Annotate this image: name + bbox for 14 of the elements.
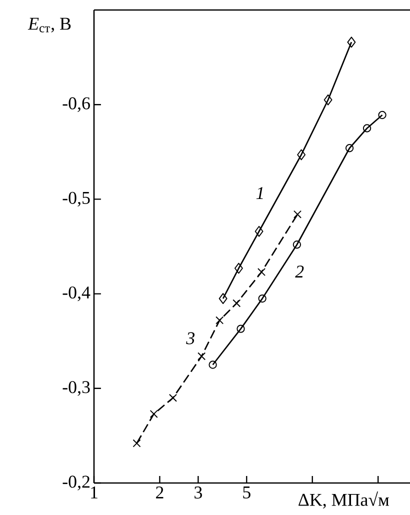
x-tick-label: 3 [194, 486, 202, 499]
y-tick-label: -0,6 [62, 97, 90, 112]
y-tick-label: -0,2 [62, 476, 90, 490]
x-tick-label: 1 [91, 486, 98, 498]
y-tick-label: -0,3 [62, 381, 90, 396]
series-label: 2 [295, 266, 304, 278]
y-tick-label: -0,5 [62, 192, 90, 207]
series-label: 3 [186, 332, 194, 344]
x-tick-label: 2 [156, 486, 164, 498]
x-tick-label: 5 [243, 486, 250, 498]
series-label: 1 [256, 187, 263, 199]
y-tick-label: -0,4 [62, 286, 90, 302]
x-axis-title: ΔK, МПа√м [298, 492, 389, 509]
y-axis-title: E$_{ст}$, В [28, 18, 71, 32]
